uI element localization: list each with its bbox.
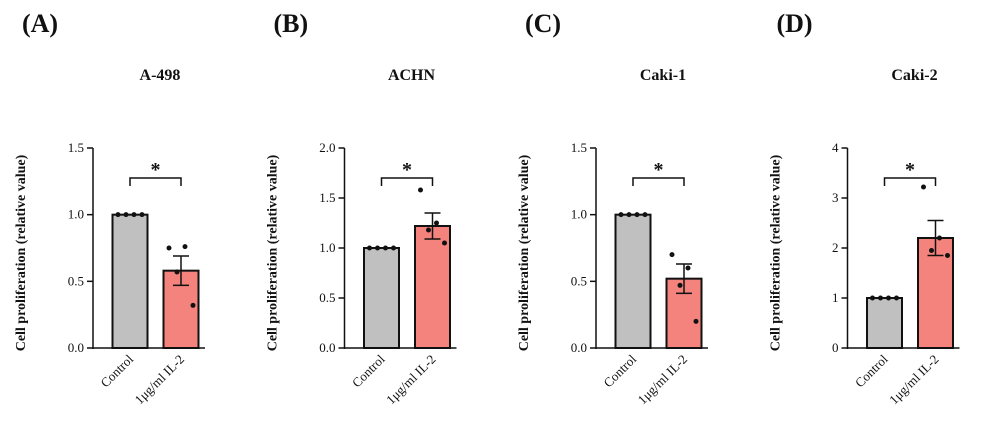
data-point	[642, 212, 648, 218]
bar	[111, 213, 149, 349]
panel-label: (D)	[777, 9, 813, 38]
y-axis-label: Cell proliferation (relative value)	[266, 154, 281, 351]
bar	[614, 213, 652, 349]
data-point	[391, 245, 396, 251]
significance-label: *	[654, 159, 664, 181]
data-point	[945, 253, 950, 258]
x-tick-label: 1μg/ml IL-2	[132, 352, 188, 408]
y-tick-label: 0.0	[571, 340, 587, 355]
data-point	[677, 282, 683, 288]
data-point	[426, 227, 431, 233]
chart-title: ACHN	[388, 67, 436, 84]
significance-label: *	[905, 159, 915, 181]
significance-bracket	[380, 177, 434, 186]
x-tick-label: 1μg/ml IL-2	[383, 352, 439, 408]
x-tick-label: 1μg/ml IL-2	[886, 352, 942, 408]
chart-title: Caki-2	[891, 67, 937, 84]
data-point	[685, 265, 691, 271]
data-point	[626, 212, 632, 218]
data-point	[174, 269, 180, 275]
data-point	[115, 212, 121, 218]
data-point	[434, 220, 439, 226]
data-point	[166, 245, 172, 251]
y-tick-label: 4	[832, 140, 839, 155]
y-tick-label: 0.5	[319, 290, 335, 305]
data-point	[139, 212, 145, 218]
y-axis-label: Cell proliferation (relative value)	[517, 154, 532, 351]
data-point	[190, 302, 196, 308]
data-point	[894, 295, 899, 301]
significance-bracket	[632, 177, 685, 186]
data-point	[693, 318, 699, 324]
y-tick-label: 0.0	[68, 340, 84, 355]
x-tick-label: Control	[349, 351, 388, 390]
y-tick-label: 0.5	[571, 273, 587, 288]
y-tick-label: 1.0	[319, 240, 335, 255]
y-tick-label: 0.0	[319, 340, 335, 355]
data-point	[929, 248, 934, 253]
chart-title: A-498	[140, 67, 181, 84]
y-tick-label: 1.5	[68, 140, 84, 155]
x-tick-label: Control	[600, 351, 639, 390]
y-tick-label: 1	[832, 290, 839, 305]
panel-label: (B)	[274, 9, 309, 38]
data-point	[375, 245, 380, 251]
data-point	[367, 245, 372, 251]
y-tick-label: 1.5	[571, 140, 587, 155]
significance-label: *	[151, 159, 161, 181]
significance-bracket	[883, 177, 937, 186]
panel-label: (A)	[22, 9, 58, 38]
y-tick-label: 0.5	[68, 273, 84, 288]
significance-bracket	[129, 177, 182, 186]
data-point	[886, 295, 891, 301]
data-point	[418, 187, 423, 193]
y-tick-label: 1.0	[68, 207, 84, 222]
data-point	[921, 184, 926, 190]
data-point	[878, 295, 883, 301]
data-point	[123, 212, 129, 218]
data-point	[442, 240, 447, 246]
y-tick-label: 1.0	[571, 207, 587, 222]
x-tick-label: Control	[97, 351, 136, 390]
y-tick-label: 2	[832, 240, 839, 255]
panel-label: (C)	[525, 9, 561, 38]
data-point	[618, 212, 624, 218]
data-point	[669, 252, 675, 258]
y-tick-label: 0	[832, 340, 839, 355]
data-point	[182, 244, 188, 250]
data-point	[131, 212, 137, 218]
y-axis-label: Cell proliferation (relative value)	[769, 154, 784, 351]
chart-title: Caki-1	[640, 67, 686, 84]
y-tick-label: 1.5	[319, 190, 335, 205]
y-axis-label: Cell proliferation (relative value)	[14, 154, 29, 351]
bar	[866, 297, 903, 349]
x-tick-label: 1μg/ml IL-2	[635, 352, 691, 408]
data-point	[383, 245, 388, 251]
y-tick-label: 3	[832, 190, 839, 205]
y-tick-label: 2.0	[319, 140, 335, 155]
data-point	[937, 235, 942, 241]
bar	[363, 247, 400, 349]
x-tick-label: Control	[852, 351, 891, 390]
significance-label: *	[402, 159, 412, 181]
data-point	[870, 295, 875, 301]
data-point	[634, 212, 640, 218]
